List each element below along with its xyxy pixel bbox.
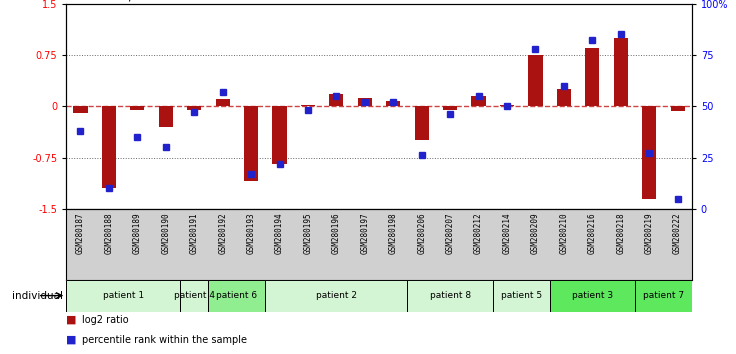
Bar <box>386 101 400 106</box>
Bar <box>102 106 116 188</box>
Bar <box>187 106 202 110</box>
Text: GSM280195: GSM280195 <box>303 212 313 254</box>
Bar <box>670 106 684 111</box>
Bar <box>408 280 493 312</box>
Text: patient 7: patient 7 <box>643 291 684 300</box>
Text: patient 2: patient 2 <box>316 291 357 300</box>
Text: GSM280210: GSM280210 <box>559 212 568 254</box>
Text: individual: individual <box>12 291 63 301</box>
Text: patient 4: patient 4 <box>174 291 215 300</box>
Text: GSM280188: GSM280188 <box>105 212 113 254</box>
Bar <box>265 280 408 312</box>
Bar <box>130 106 144 110</box>
Text: patient 8: patient 8 <box>430 291 471 300</box>
Bar <box>244 106 258 182</box>
Text: GSM280209: GSM280209 <box>531 212 540 254</box>
Text: percentile rank within the sample: percentile rank within the sample <box>82 335 247 344</box>
Bar <box>472 96 486 106</box>
Text: GSM280190: GSM280190 <box>161 212 170 254</box>
Text: GSM280214: GSM280214 <box>503 212 512 254</box>
Text: GDS3696 / 1464: GDS3696 / 1464 <box>66 0 169 2</box>
Text: GSM280194: GSM280194 <box>275 212 284 254</box>
Text: GSM280222: GSM280222 <box>673 212 682 254</box>
Bar <box>614 38 628 106</box>
Bar <box>272 106 286 164</box>
Text: patient 6: patient 6 <box>216 291 258 300</box>
Text: GSM280206: GSM280206 <box>417 212 426 254</box>
Bar <box>216 99 230 106</box>
Text: GSM280216: GSM280216 <box>588 212 597 254</box>
Text: GSM280219: GSM280219 <box>645 212 654 254</box>
Bar <box>528 55 542 106</box>
Bar <box>74 106 88 113</box>
Bar <box>66 280 180 312</box>
Bar <box>585 48 599 106</box>
Text: GSM280189: GSM280189 <box>132 212 142 254</box>
Text: ■: ■ <box>66 315 77 325</box>
Bar <box>500 105 514 106</box>
Text: GSM280207: GSM280207 <box>445 212 455 254</box>
Bar <box>635 280 692 312</box>
Bar <box>301 105 315 106</box>
Text: GSM280196: GSM280196 <box>332 212 341 254</box>
Bar <box>414 106 429 141</box>
Text: GSM280192: GSM280192 <box>218 212 227 254</box>
Bar <box>208 280 265 312</box>
Bar <box>159 106 173 127</box>
Bar <box>329 94 344 106</box>
Text: GSM280218: GSM280218 <box>616 212 626 254</box>
Text: ■: ■ <box>66 335 77 344</box>
Bar <box>358 98 372 106</box>
Bar <box>550 280 635 312</box>
Bar <box>642 106 657 199</box>
Bar <box>493 280 550 312</box>
Text: patient 1: patient 1 <box>102 291 144 300</box>
Text: GSM280212: GSM280212 <box>474 212 483 254</box>
Text: GSM280198: GSM280198 <box>389 212 397 254</box>
Text: patient 5: patient 5 <box>500 291 542 300</box>
Text: GSM280193: GSM280193 <box>247 212 255 254</box>
Text: patient 3: patient 3 <box>572 291 613 300</box>
Bar <box>180 280 208 312</box>
Text: GSM280187: GSM280187 <box>76 212 85 254</box>
Text: GSM280197: GSM280197 <box>361 212 369 254</box>
Text: log2 ratio: log2 ratio <box>82 315 129 325</box>
Bar <box>443 106 457 110</box>
Text: GSM280191: GSM280191 <box>190 212 199 254</box>
Bar <box>556 89 571 106</box>
